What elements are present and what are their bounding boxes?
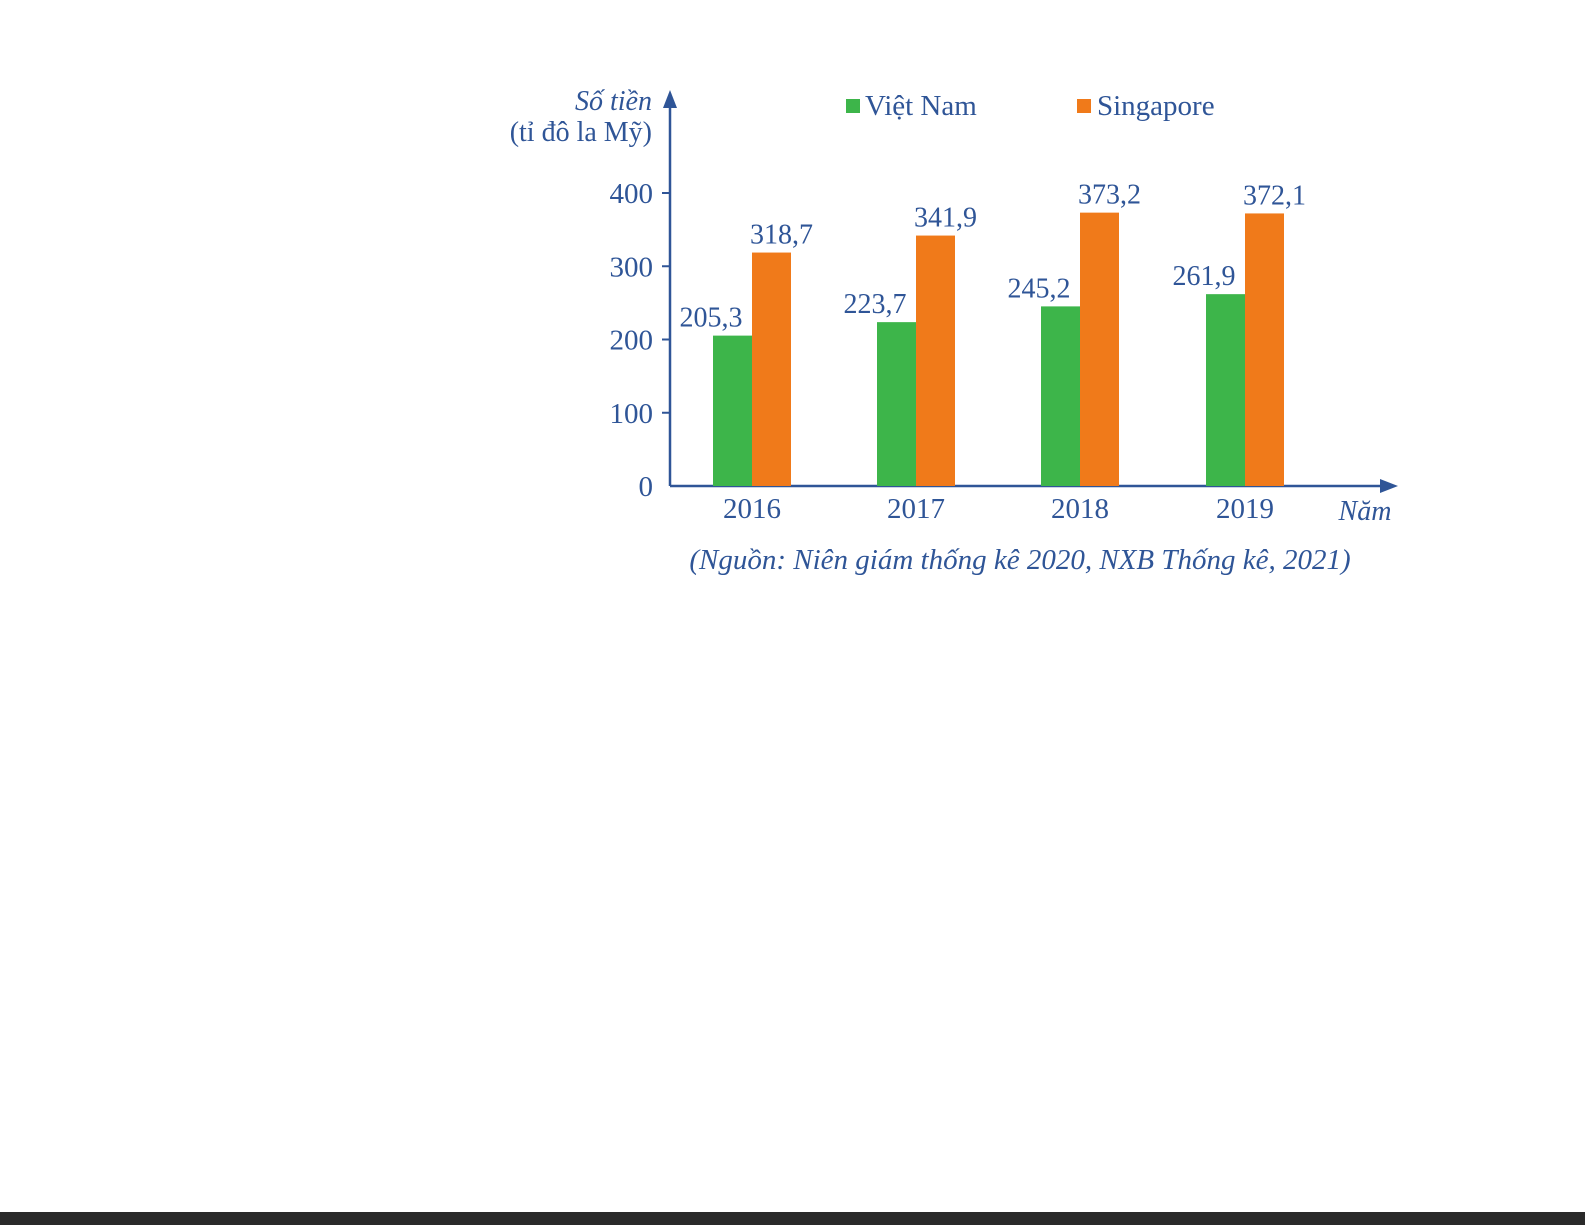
y-tick-label: 0 [639, 471, 654, 503]
legend-swatch-viet-nam [846, 99, 860, 113]
bar-singapore-2017 [916, 235, 955, 486]
source-note: (Nguồn: Niên giám thống kê 2020, NXB Thố… [689, 544, 1350, 576]
y-tick-label: 300 [610, 251, 654, 283]
bar-singapore-2019 [1245, 213, 1284, 486]
y-ticks: 0 100 200 300 400 [610, 178, 670, 503]
x-tick-label: 2018 [1051, 493, 1109, 525]
bar-value-labels: 205,3 318,7 223,7 341,9 245,2 373,2 261,9 372,1 [680, 180, 1307, 334]
bar-viet-nam-2018 [1041, 306, 1080, 486]
y-axis-arrow-icon [663, 90, 677, 108]
x-tick-labels: 2016 2017 2018 2019 [723, 493, 1274, 525]
legend: Việt Nam Singapore [846, 90, 1215, 122]
bar-value-label: 373,2 [1078, 180, 1141, 211]
bar-value-label: 205,3 [680, 303, 743, 334]
bottom-edge-strip [0, 1212, 1585, 1225]
y-tick-label: 200 [610, 325, 654, 357]
bar-value-label: 318,7 [750, 220, 813, 251]
x-tick-label: 2019 [1216, 493, 1274, 525]
bar-value-label: 372,1 [1243, 180, 1306, 211]
bar-viet-nam-2017 [877, 322, 916, 486]
bar-value-label: 341,9 [914, 203, 977, 234]
x-tick-label: 2016 [723, 493, 781, 525]
bars [713, 212, 1284, 487]
bar-viet-nam-2016 [713, 335, 752, 486]
bar-singapore-2016 [752, 252, 791, 486]
legend-label-viet-nam: Việt Nam [865, 90, 977, 122]
y-tick-label: 400 [610, 178, 654, 210]
x-tick-label: 2017 [887, 493, 945, 525]
y-tick-label: 100 [610, 398, 654, 430]
bar-value-label: 245,2 [1008, 273, 1071, 304]
x-axis-arrow-icon [1380, 479, 1398, 493]
y-axis-unit: (tỉ đô la Mỹ) [510, 117, 652, 148]
legend-swatch-singapore [1077, 99, 1091, 113]
bar-value-label: 261,9 [1173, 261, 1236, 292]
bar-viet-nam-2019 [1206, 294, 1245, 486]
y-axis-title: Số tiền [575, 86, 652, 117]
bar-singapore-2018 [1080, 212, 1119, 487]
x-axis-title: Năm [1338, 496, 1392, 527]
legend-label-singapore: Singapore [1097, 90, 1215, 122]
bar-value-label: 223,7 [844, 289, 907, 320]
